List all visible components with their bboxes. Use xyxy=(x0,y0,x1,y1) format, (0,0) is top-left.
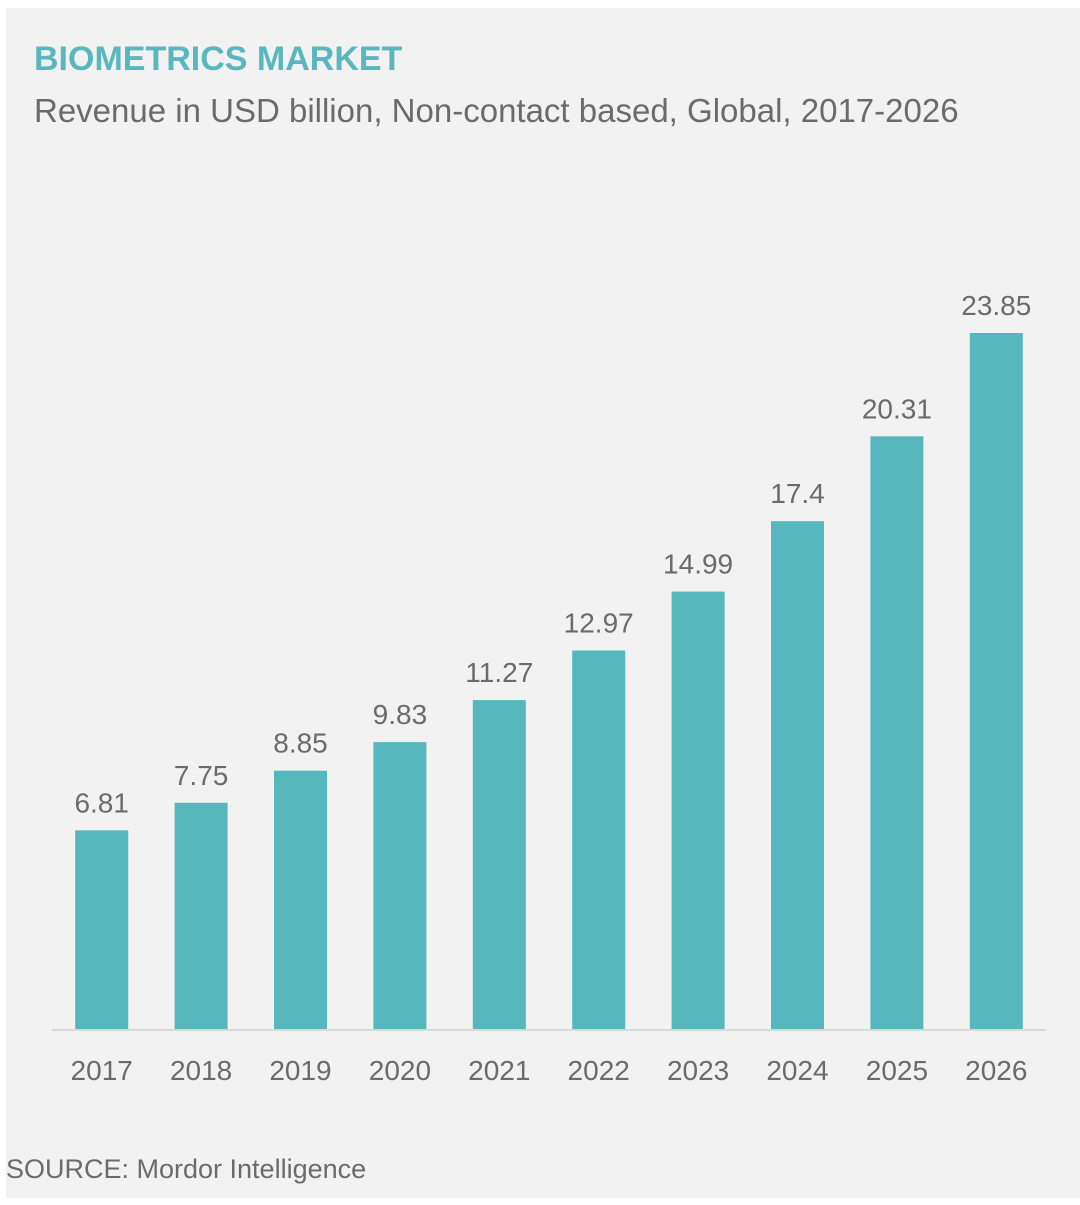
x-tick-label-2020: 2020 xyxy=(369,1055,431,1086)
bar-2020 xyxy=(373,742,427,1029)
bar-2026 xyxy=(969,333,1023,1029)
bar-2019 xyxy=(274,770,327,1029)
value-label-2019: 8.85 xyxy=(273,728,328,759)
value-label-2023: 14.99 xyxy=(663,549,733,580)
x-tick-label-2021: 2021 xyxy=(468,1055,530,1086)
x-tick-label-2023: 2023 xyxy=(667,1055,729,1086)
x-tick-label-2026: 2026 xyxy=(965,1055,1027,1086)
value-label-2026: 23.85 xyxy=(961,290,1031,321)
x-tick-label-2017: 2017 xyxy=(71,1055,133,1086)
value-label-2018: 7.75 xyxy=(174,760,229,791)
x-tick-labels-group: 2017 2018 2019 2020 2021 2022 2023 2024 2025 2026 xyxy=(71,1055,1028,1086)
bar-2017 xyxy=(75,830,129,1029)
chart-subtitle: Revenue in USD billion, Non-contact base… xyxy=(34,92,959,129)
bar-2025 xyxy=(870,436,924,1029)
x-tick-label-2018: 2018 xyxy=(170,1055,232,1086)
value-label-2021: 11.27 xyxy=(465,657,533,688)
bar-2021 xyxy=(472,700,526,1029)
bars-group xyxy=(75,333,1023,1029)
x-tick-label-2022: 2022 xyxy=(568,1055,630,1086)
value-label-2020: 9.83 xyxy=(373,699,428,730)
value-label-2025: 20.31 xyxy=(862,393,932,424)
x-tick-label-2019: 2019 xyxy=(269,1055,331,1086)
value-label-2022: 12.97 xyxy=(564,608,634,639)
value-label-2024: 17.4 xyxy=(770,478,825,509)
bar-2022 xyxy=(572,650,626,1029)
bar-2024 xyxy=(771,521,824,1029)
x-tick-label-2025: 2025 xyxy=(866,1055,928,1086)
source-note: SOURCE: Mordor Intelligence xyxy=(6,1154,367,1184)
x-tick-label-2024: 2024 xyxy=(766,1055,828,1086)
chart-title: BIOMETRICS MARKET xyxy=(34,40,403,78)
value-labels-group: 6.81 7.75 8.85 9.83 11.27 12.97 14.99 17.4 20.31… xyxy=(74,290,1031,818)
value-label-2017: 6.81 xyxy=(74,787,129,818)
bar-2023 xyxy=(671,591,725,1029)
bar-2018 xyxy=(174,802,228,1029)
